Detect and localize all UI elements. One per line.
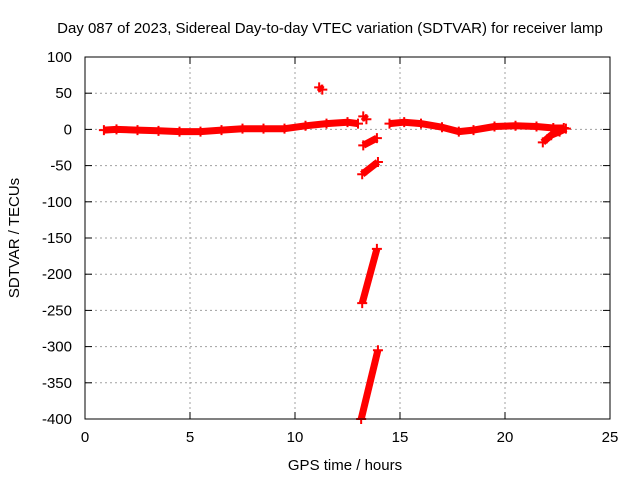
data-point — [357, 298, 368, 309]
grid-lines — [85, 57, 610, 419]
data-segment — [358, 247, 381, 305]
x-axis-label: GPS time / hours — [288, 457, 402, 474]
data-point — [258, 123, 269, 134]
data-point — [317, 84, 328, 95]
data-point — [279, 123, 290, 134]
y-tick-label: 0 — [64, 121, 72, 138]
data-point — [468, 125, 479, 136]
data-segment — [361, 135, 379, 149]
data-point — [111, 124, 122, 135]
data-point — [195, 126, 206, 137]
data-point — [489, 121, 500, 132]
data-point — [358, 140, 369, 151]
data-point — [300, 120, 311, 131]
data-point — [132, 125, 143, 136]
data-point — [510, 120, 521, 131]
x-tick-label: 0 — [81, 429, 89, 446]
data-point — [98, 125, 109, 136]
x-tick-label: 10 — [287, 429, 304, 446]
data-point — [357, 169, 368, 180]
y-tick-label: -250 — [42, 302, 72, 319]
data-point — [453, 126, 464, 137]
data-point — [531, 121, 542, 132]
data-point — [153, 125, 164, 136]
x-tick-label: 25 — [602, 429, 619, 446]
data-point — [342, 117, 353, 128]
data-point — [216, 125, 227, 136]
axis-ticks: 0 5 10 15 20 25 100 50 0 -50 -100 -150 -200 -250 -300 -… — [42, 49, 618, 446]
data-point — [384, 118, 395, 129]
data-segment — [357, 349, 382, 420]
y-tick-label: -150 — [42, 230, 72, 247]
y-tick-label: -50 — [50, 158, 72, 175]
data-point — [372, 156, 383, 167]
x-tick-label: 5 — [186, 429, 194, 446]
chart-title: Day 087 of 2023, Sidereal Day-to-day VTE… — [57, 20, 603, 37]
y-axis-label: SDTVAR / TECUs — [6, 178, 23, 298]
y-tick-label: 100 — [47, 49, 72, 66]
data-point — [371, 243, 382, 254]
y-tick-label: -400 — [42, 411, 72, 428]
data-point — [371, 133, 382, 144]
data-point — [372, 345, 383, 356]
data-segment — [540, 125, 568, 146]
data-point — [237, 123, 248, 134]
data-point — [537, 137, 548, 148]
y-tick-label: -300 — [42, 339, 72, 356]
data-point — [560, 123, 571, 134]
data-point — [353, 118, 363, 129]
x-tick-label: 15 — [392, 429, 409, 446]
data-point — [361, 114, 372, 125]
x-tick-label: 20 — [497, 429, 514, 446]
data-point — [174, 126, 185, 137]
y-tick-label: -200 — [42, 266, 72, 283]
data-series — [98, 82, 571, 424]
data-point — [546, 130, 557, 141]
y-tick-label: -350 — [42, 375, 72, 392]
data-point — [399, 117, 410, 128]
data-point — [554, 126, 565, 137]
data-segment — [360, 159, 381, 178]
data-point — [416, 118, 426, 129]
y-tick-label: -100 — [42, 194, 72, 211]
y-tick-label: 50 — [55, 85, 72, 102]
data-point — [321, 118, 332, 129]
data-point — [437, 122, 447, 133]
